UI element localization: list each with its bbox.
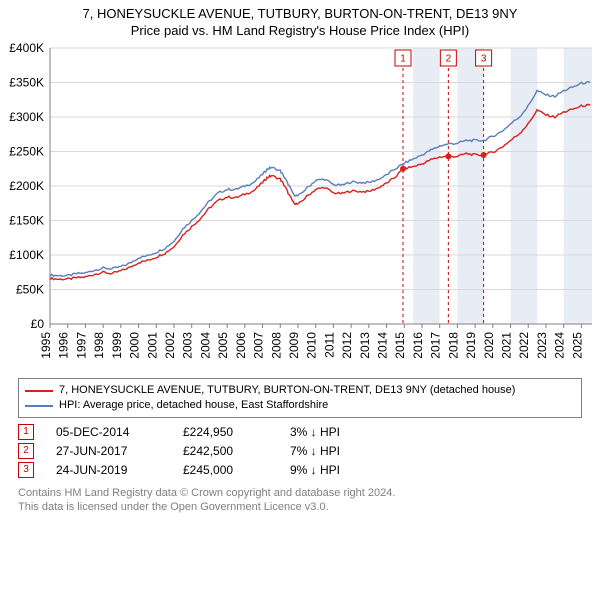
svg-text:2008: 2008: [269, 332, 283, 359]
svg-text:1998: 1998: [92, 332, 106, 359]
legend: 7, HONEYSUCKLE AVENUE, TUTBURY, BURTON-O…: [18, 378, 582, 418]
svg-text:£100K: £100K: [9, 248, 44, 262]
svg-text:2001: 2001: [145, 332, 159, 359]
svg-text:2017: 2017: [429, 332, 443, 359]
svg-text:2015: 2015: [393, 332, 407, 359]
event-marker: 3: [18, 462, 34, 478]
svg-text:1997: 1997: [74, 332, 88, 359]
svg-text:2018: 2018: [446, 332, 460, 359]
svg-text:2007: 2007: [252, 332, 266, 359]
svg-text:£300K: £300K: [9, 110, 44, 124]
svg-text:2: 2: [446, 54, 452, 65]
svg-text:2010: 2010: [305, 332, 319, 359]
svg-text:2023: 2023: [535, 332, 549, 359]
svg-text:2005: 2005: [216, 332, 230, 359]
event-date: 24-JUN-2019: [56, 463, 161, 477]
event-price: £245,000: [183, 463, 268, 477]
legend-label: 7, HONEYSUCKLE AVENUE, TUTBURY, BURTON-O…: [59, 384, 515, 398]
svg-text:2020: 2020: [482, 332, 496, 359]
svg-text:3: 3: [481, 54, 487, 65]
svg-text:1999: 1999: [110, 332, 124, 359]
event-date: 05-DEC-2014: [56, 425, 161, 439]
svg-text:£50K: £50K: [16, 283, 44, 297]
legend-item-hpi: HPI: Average price, detached house, East…: [25, 399, 575, 413]
svg-text:2014: 2014: [376, 332, 390, 359]
svg-text:2013: 2013: [358, 332, 372, 359]
svg-text:2024: 2024: [553, 332, 567, 359]
event-delta: 3% ↓ HPI: [290, 425, 395, 439]
svg-text:2002: 2002: [163, 332, 177, 359]
svg-text:1995: 1995: [39, 332, 53, 359]
svg-text:£150K: £150K: [9, 214, 44, 228]
svg-text:£200K: £200K: [9, 179, 44, 193]
legend-swatch: [25, 405, 53, 407]
event-row: 1 05-DEC-2014 £224,950 3% ↓ HPI: [18, 424, 582, 440]
footer-line: Contains HM Land Registry data © Crown c…: [18, 486, 582, 500]
svg-text:2025: 2025: [570, 332, 584, 359]
svg-text:2004: 2004: [198, 332, 212, 359]
event-row: 2 27-JUN-2017 £242,500 7% ↓ HPI: [18, 443, 582, 459]
chart-title-line1: 7, HONEYSUCKLE AVENUE, TUTBURY, BURTON-O…: [0, 0, 600, 21]
event-date: 27-JUN-2017: [56, 444, 161, 458]
svg-text:2012: 2012: [340, 332, 354, 359]
svg-text:£400K: £400K: [9, 42, 44, 55]
price-chart: £0 £50K £100K £150K £200K £250K £300K £350K £400…: [0, 42, 600, 372]
svg-text:£0: £0: [31, 317, 45, 331]
event-marker: 1: [18, 424, 34, 440]
svg-text:1: 1: [400, 54, 406, 65]
legend-label: HPI: Average price, detached house, East…: [59, 399, 328, 413]
footer-line: This data is licensed under the Open Gov…: [18, 500, 582, 514]
legend-item-property: 7, HONEYSUCKLE AVENUE, TUTBURY, BURTON-O…: [25, 384, 575, 398]
svg-text:£250K: £250K: [9, 145, 44, 159]
event-row: 3 24-JUN-2019 £245,000 9% ↓ HPI: [18, 462, 582, 478]
event-delta: 7% ↓ HPI: [290, 444, 395, 458]
svg-text:2000: 2000: [128, 332, 142, 359]
svg-text:2022: 2022: [517, 332, 531, 359]
svg-text:1996: 1996: [57, 332, 71, 359]
event-delta: 9% ↓ HPI: [290, 463, 395, 477]
svg-text:2006: 2006: [234, 332, 248, 359]
chart-title-line2: Price paid vs. HM Land Registry's House …: [0, 21, 600, 42]
svg-text:2003: 2003: [181, 332, 195, 359]
svg-text:2011: 2011: [322, 332, 336, 358]
svg-text:£350K: £350K: [9, 76, 44, 90]
sale-events-table: 1 05-DEC-2014 £224,950 3% ↓ HPI 2 27-JUN…: [18, 424, 582, 478]
event-price: £224,950: [183, 425, 268, 439]
svg-text:2019: 2019: [464, 332, 478, 359]
event-marker: 2: [18, 443, 34, 459]
svg-text:2016: 2016: [411, 332, 425, 359]
legend-swatch: [25, 390, 53, 392]
footer: Contains HM Land Registry data © Crown c…: [18, 486, 582, 515]
event-price: £242,500: [183, 444, 268, 458]
svg-text:2021: 2021: [500, 332, 514, 359]
svg-text:2009: 2009: [287, 332, 301, 359]
